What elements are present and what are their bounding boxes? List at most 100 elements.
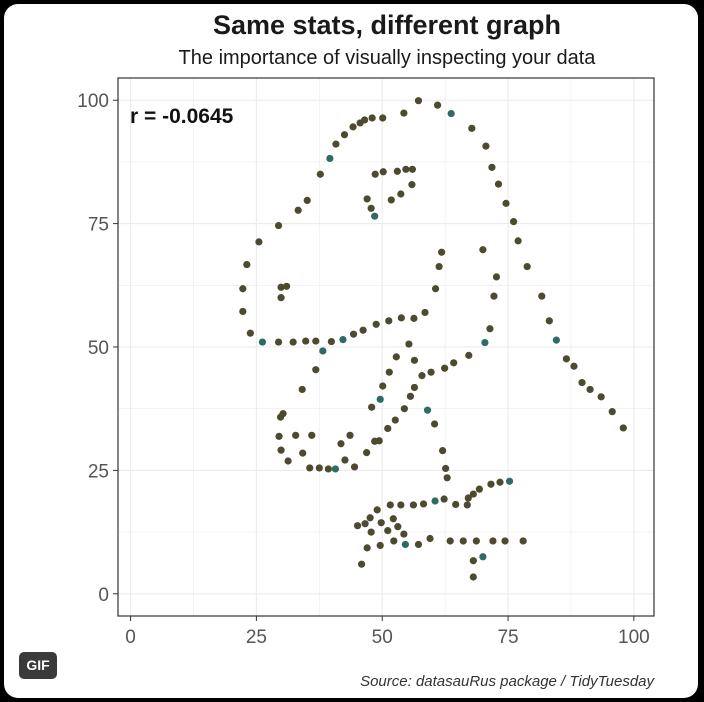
data-point [276, 413, 285, 421]
data-point [469, 490, 477, 498]
data-point [379, 114, 387, 122]
data-point [414, 540, 423, 549]
data-point [357, 560, 366, 568]
data-point [294, 206, 302, 214]
data-point [284, 457, 292, 465]
data-point [482, 142, 490, 150]
data-point [487, 480, 495, 488]
data-point [340, 131, 349, 139]
data-point [410, 314, 418, 322]
data-point [366, 514, 374, 522]
data-point [496, 478, 504, 486]
data-point [275, 432, 283, 440]
data-point [465, 351, 473, 359]
data-point [283, 282, 291, 290]
data-point [239, 307, 247, 316]
data-point [488, 163, 496, 171]
data-point [489, 537, 497, 545]
data-point [397, 314, 405, 322]
data-point [502, 199, 510, 207]
y-tick-label: 0 [98, 585, 109, 606]
data-point [562, 355, 571, 363]
data-point [501, 537, 509, 545]
chart-card: Same stats, different graph The importan… [4, 4, 698, 698]
data-point [405, 340, 413, 348]
data-point [384, 424, 392, 433]
data-point [384, 527, 392, 535]
data-point [435, 262, 443, 271]
data-point [306, 464, 314, 472]
chart-title: Same stats, different graph [212, 10, 562, 40]
data-point [426, 534, 434, 543]
data-point [386, 501, 394, 509]
panel-border [117, 77, 655, 617]
data-point [552, 336, 560, 344]
data-point [450, 359, 458, 367]
data-point [400, 109, 408, 117]
y-tick-label: 25 [88, 461, 109, 482]
data-point [379, 382, 387, 390]
data-point [392, 353, 400, 361]
x-tick-label: 25 [246, 627, 267, 648]
data-point [409, 501, 418, 509]
data-point [379, 168, 387, 176]
data-point [350, 463, 359, 471]
data-point [303, 196, 311, 205]
data-point [401, 540, 409, 549]
data-point [368, 403, 376, 411]
data-point [239, 285, 247, 293]
data-point [361, 520, 369, 528]
data-point [481, 338, 489, 347]
data-point [274, 338, 283, 346]
data-point [277, 283, 285, 291]
data-point [439, 447, 447, 455]
data-point [464, 494, 472, 502]
data-point [312, 337, 320, 345]
data-point [397, 190, 405, 198]
data-point [514, 237, 522, 245]
data-point [410, 383, 419, 392]
data-point [597, 393, 605, 401]
data-point [332, 140, 340, 148]
data-point [385, 368, 393, 376]
data-point [363, 544, 371, 552]
data-point [376, 541, 384, 550]
data-point [431, 285, 440, 293]
data-point [327, 337, 335, 346]
data-point [414, 97, 423, 105]
data-point [341, 456, 349, 464]
data-point [469, 557, 477, 565]
data-point [371, 170, 379, 178]
data-point [292, 431, 300, 439]
data-point [494, 180, 503, 188]
x-tick-label: 100 [618, 627, 650, 648]
chart-subtitle: The importance of visually inspecting yo… [178, 47, 596, 69]
data-point [246, 329, 254, 337]
data-point [326, 154, 334, 163]
data-point [442, 464, 450, 473]
data-point [255, 238, 263, 246]
data-point [509, 218, 518, 226]
data-point [312, 366, 320, 374]
data-point [438, 248, 446, 256]
data-point [408, 181, 416, 189]
data-point [408, 165, 417, 173]
data-point [363, 449, 371, 457]
data-point [337, 440, 345, 448]
data-point [367, 204, 375, 212]
data-point [402, 165, 410, 173]
data-point [459, 537, 467, 545]
data-point [353, 522, 362, 530]
data-point [418, 372, 426, 380]
scatter-plot: 0 25 50 75 100 0 25 50 75 100 r = -0.0645 [77, 77, 655, 648]
data-point [430, 420, 439, 428]
data-point [447, 109, 455, 118]
data-point [419, 500, 428, 508]
gif-badge[interactable]: GIF [19, 652, 57, 679]
source-caption: Source: datasauRus package / TidyTuesday [360, 673, 654, 690]
data-point [440, 495, 448, 503]
data-point [302, 337, 310, 345]
data-point [308, 431, 316, 439]
data-point [390, 537, 398, 545]
data-point [368, 114, 376, 122]
